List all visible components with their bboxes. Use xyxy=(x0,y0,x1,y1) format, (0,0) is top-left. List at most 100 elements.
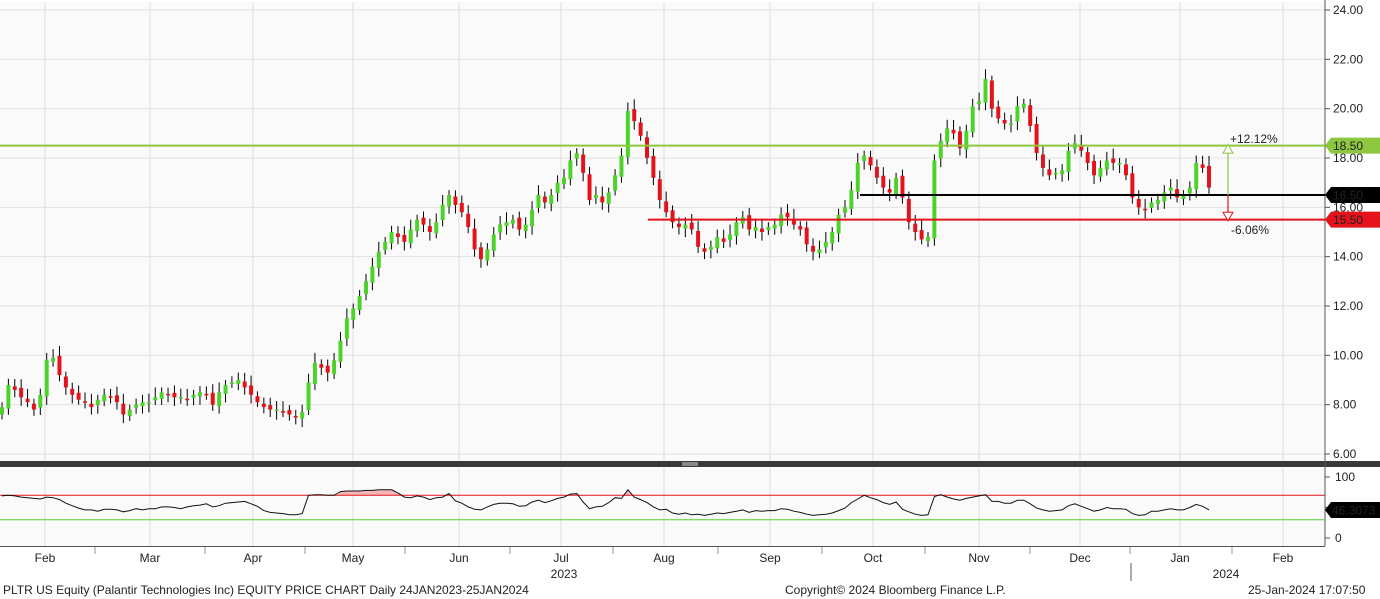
month-label: Jul xyxy=(553,551,568,565)
candle-body xyxy=(747,215,752,230)
candle-body xyxy=(1143,208,1148,211)
candle-body xyxy=(1207,165,1211,188)
candle-body xyxy=(236,380,241,384)
candle-body xyxy=(715,236,720,249)
candle-body xyxy=(159,392,164,399)
candle-body xyxy=(38,394,43,408)
candle-body xyxy=(319,364,324,368)
price-tick-label: 22.00 xyxy=(1333,52,1363,66)
candle-body xyxy=(172,392,177,398)
candle-body xyxy=(364,281,368,295)
candle-body xyxy=(6,384,11,409)
candle-body xyxy=(1021,103,1026,108)
candle-body xyxy=(549,195,554,204)
price-tick-label: 16.00 xyxy=(1333,200,1363,214)
oscillator-value-tag xyxy=(1325,501,1380,518)
candle-body xyxy=(721,238,726,242)
candle-body xyxy=(1111,158,1116,163)
candle-body xyxy=(664,201,669,213)
candle-body xyxy=(1098,167,1103,177)
candle-body xyxy=(383,241,388,250)
candle-body xyxy=(312,362,317,384)
candle-body xyxy=(676,223,681,228)
candle-body xyxy=(938,140,943,159)
candle-body xyxy=(638,122,643,136)
candle-body xyxy=(274,409,279,412)
candle-body xyxy=(1009,123,1014,125)
year-label: 2024 xyxy=(1213,567,1240,581)
candle-body xyxy=(728,234,733,240)
candle-body xyxy=(932,160,937,239)
price-tick-label: 6.00 xyxy=(1333,447,1357,461)
candle-body xyxy=(855,162,860,192)
candle-body xyxy=(894,177,899,195)
candle-body xyxy=(951,129,956,134)
candle-body xyxy=(1149,202,1154,208)
month-label: May xyxy=(342,551,365,565)
candle-body xyxy=(970,106,975,133)
month-label: Dec xyxy=(1069,551,1090,565)
up-arrow-head xyxy=(1222,143,1234,154)
month-label: Mar xyxy=(140,551,161,565)
up-percent-annotation: +12.12% xyxy=(1230,132,1278,146)
candle-body xyxy=(613,175,618,191)
candle-body xyxy=(357,296,362,310)
oscillator-tick-label: 100 xyxy=(1335,470,1355,484)
month-label: Feb xyxy=(1273,551,1294,565)
candle-body xyxy=(536,195,541,208)
oscillator-line xyxy=(1,489,1210,516)
month-label: Oct xyxy=(864,551,883,565)
candle-body xyxy=(223,384,228,394)
level-price-label: 15.50 xyxy=(1333,213,1363,227)
candle-body xyxy=(1066,150,1071,172)
candle-body xyxy=(785,212,790,218)
candle-body xyxy=(657,179,662,200)
price-tick-label: 14.00 xyxy=(1333,250,1363,264)
candle-body xyxy=(600,196,605,203)
candle-body xyxy=(306,382,311,411)
candle-body xyxy=(1047,169,1052,176)
candle-body xyxy=(389,232,394,244)
candle-body xyxy=(178,397,183,399)
level-price-label: 16.50 xyxy=(1333,189,1363,203)
level-price-label: 18.50 xyxy=(1333,139,1363,153)
month-label: Sep xyxy=(759,551,781,565)
copyright: Copyright© 2024 Bloomberg Finance L.P. xyxy=(785,583,1006,597)
candle-body xyxy=(587,174,592,200)
candle-body xyxy=(734,222,739,236)
candle-body xyxy=(447,195,452,207)
candle-body xyxy=(459,202,464,213)
candle-body xyxy=(849,190,854,209)
candle-body xyxy=(127,409,132,417)
candle-body xyxy=(504,222,509,227)
candle-body xyxy=(702,248,707,252)
candle-body xyxy=(134,404,139,408)
overbought-fill xyxy=(624,489,632,496)
candle-body xyxy=(696,231,701,247)
oscillator-tick-label: 0 xyxy=(1335,531,1342,545)
candle-body xyxy=(1162,192,1167,202)
candle-body xyxy=(370,266,375,283)
candle-body xyxy=(121,403,126,415)
candle-body xyxy=(146,402,151,404)
candle-body xyxy=(338,340,343,362)
candle-body xyxy=(31,403,36,410)
candle-body xyxy=(670,210,675,223)
candle-body xyxy=(466,213,471,228)
candle-body xyxy=(402,234,407,242)
candle-body xyxy=(332,360,337,375)
month-label: Feb xyxy=(35,551,56,565)
candle-body xyxy=(683,224,688,229)
candle-body xyxy=(881,175,886,188)
candle-body xyxy=(926,236,930,241)
month-label: Jun xyxy=(449,551,468,565)
main-plot-area xyxy=(0,2,1325,461)
candle-body xyxy=(759,228,764,232)
candle-body xyxy=(1040,154,1045,168)
oscillator-plot-area xyxy=(0,468,1325,546)
candle-body xyxy=(517,217,522,230)
candle-body xyxy=(166,393,171,396)
level-price-tag xyxy=(1325,137,1380,154)
candle-body xyxy=(1060,170,1065,175)
candle-body xyxy=(1194,162,1199,190)
